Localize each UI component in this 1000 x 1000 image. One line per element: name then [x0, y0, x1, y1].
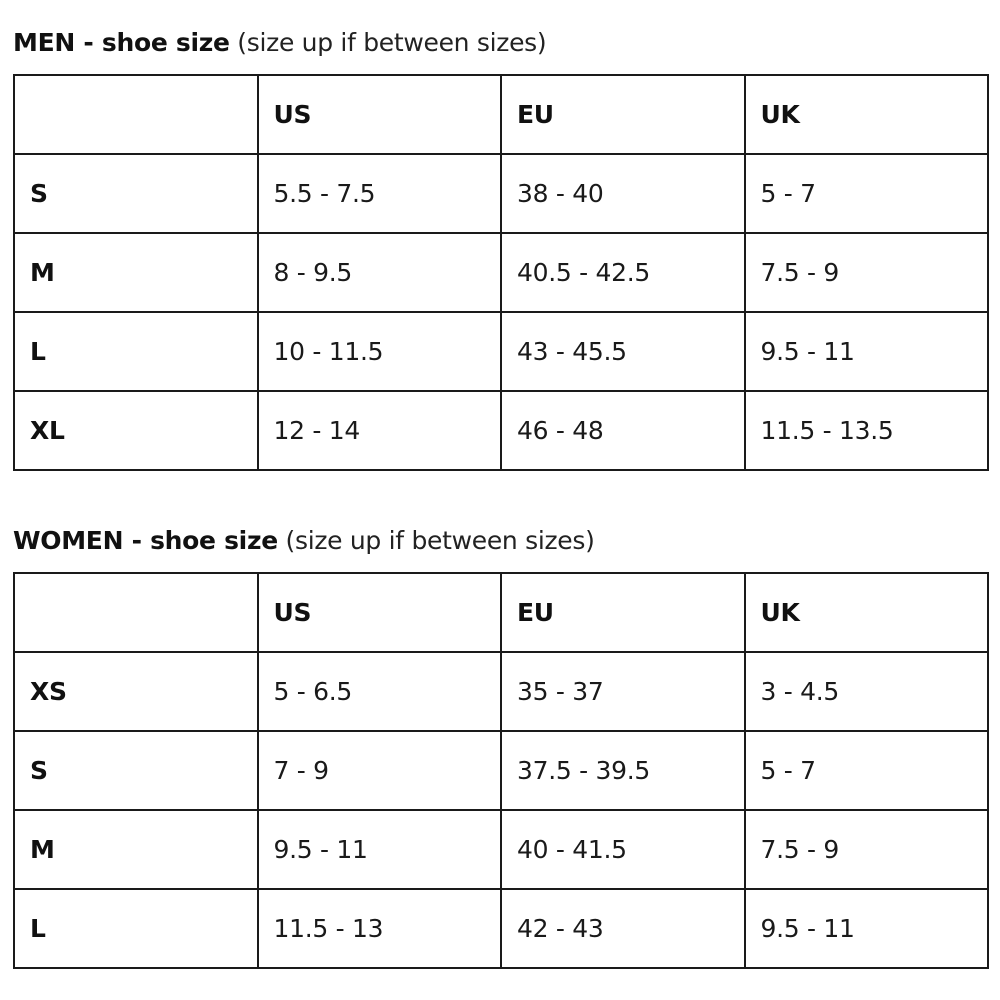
table-row: M 9.5 - 11 40 - 41.5 7.5 - 9	[13, 809, 989, 890]
header-row: US EU UK	[13, 74, 989, 155]
eu-size-cell: 38 - 40	[500, 153, 746, 234]
header-cell-empty	[13, 572, 259, 653]
women-section-title: WOMEN - shoe size (size up if between si…	[13, 526, 595, 555]
men-section-title: MEN - shoe size (size up if between size…	[13, 28, 547, 57]
header-cell-empty	[13, 74, 259, 155]
uk-size-cell: 9.5 - 11	[743, 888, 989, 969]
uk-size-cell: 5 - 7	[743, 730, 989, 811]
size-label-cell: S	[13, 153, 259, 234]
header-cell-us: US	[256, 572, 502, 653]
women-title-bold: WOMEN - shoe size	[13, 526, 278, 555]
us-size-cell: 12 - 14	[256, 390, 502, 471]
size-label-cell: S	[13, 730, 259, 811]
eu-size-cell: 40 - 41.5	[500, 809, 746, 890]
size-label-cell: L	[13, 888, 259, 969]
uk-size-cell: 9.5 - 11	[743, 311, 989, 392]
uk-size-cell: 3 - 4.5	[743, 651, 989, 732]
header-cell-us: US	[256, 74, 502, 155]
us-size-cell: 11.5 - 13	[256, 888, 502, 969]
table-row: L 11.5 - 13 42 - 43 9.5 - 11	[13, 888, 989, 969]
header-cell-uk: UK	[743, 572, 989, 653]
women-title-note: (size up if between sizes)	[285, 526, 595, 555]
header-cell-uk: UK	[743, 74, 989, 155]
table-row: L 10 - 11.5 43 - 45.5 9.5 - 11	[13, 311, 989, 392]
eu-size-cell: 40.5 - 42.5	[500, 232, 746, 313]
men-title-bold: MEN - shoe size	[13, 28, 230, 57]
uk-size-cell: 7.5 - 9	[743, 809, 989, 890]
us-size-cell: 5 - 6.5	[256, 651, 502, 732]
us-size-cell: 8 - 9.5	[256, 232, 502, 313]
eu-size-cell: 43 - 45.5	[500, 311, 746, 392]
eu-size-cell: 46 - 48	[500, 390, 746, 471]
eu-size-cell: 42 - 43	[500, 888, 746, 969]
table-row: S 5.5 - 7.5 38 - 40 5 - 7	[13, 153, 989, 234]
size-label-cell: XS	[13, 651, 259, 732]
header-cell-eu: EU	[500, 572, 746, 653]
uk-size-cell: 11.5 - 13.5	[743, 390, 989, 471]
table-row: XL 12 - 14 46 - 48 11.5 - 13.5	[13, 390, 989, 471]
size-label-cell: L	[13, 311, 259, 392]
us-size-cell: 7 - 9	[256, 730, 502, 811]
eu-size-cell: 35 - 37	[500, 651, 746, 732]
us-size-cell: 10 - 11.5	[256, 311, 502, 392]
us-size-cell: 9.5 - 11	[256, 809, 502, 890]
header-cell-eu: EU	[500, 74, 746, 155]
men-title-note: (size up if between sizes)	[237, 28, 547, 57]
size-label-cell: XL	[13, 390, 259, 471]
uk-size-cell: 5 - 7	[743, 153, 989, 234]
us-size-cell: 5.5 - 7.5	[256, 153, 502, 234]
women-size-table: US EU UK XS 5 - 6.5 35 - 37 3 - 4.5 S 7 - 9 37.5 …	[13, 572, 989, 969]
size-label-cell: M	[13, 232, 259, 313]
header-row: US EU UK	[13, 572, 989, 653]
uk-size-cell: 7.5 - 9	[743, 232, 989, 313]
size-label-cell: M	[13, 809, 259, 890]
eu-size-cell: 37.5 - 39.5	[500, 730, 746, 811]
table-row: XS 5 - 6.5 35 - 37 3 - 4.5	[13, 651, 989, 732]
